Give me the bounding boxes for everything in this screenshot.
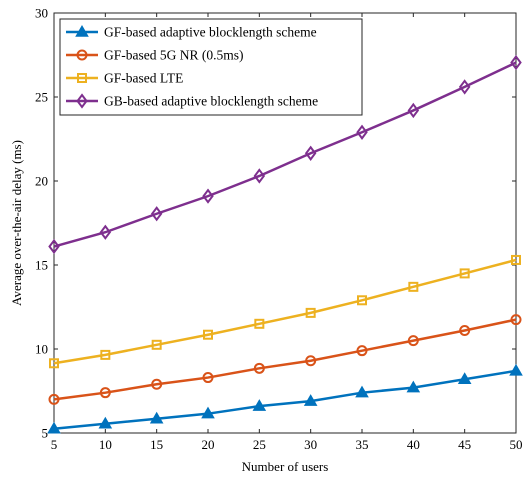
data-point [407, 102, 420, 119]
x-tick-label: 5 [51, 437, 58, 452]
y-axis-label: Average over-the-air delay (ms) [9, 140, 24, 306]
data-point [49, 358, 59, 369]
data-point [151, 378, 163, 390]
data-point [47, 421, 61, 434]
x-tick-label: 10 [99, 437, 112, 452]
y-tick-label: 20 [35, 174, 48, 189]
x-tick-label: 15 [150, 437, 163, 452]
legend-marker [75, 25, 89, 37]
legend-marker [77, 73, 87, 83]
data-point [98, 416, 113, 429]
y-tick-label: 25 [35, 90, 48, 105]
data-point [408, 281, 419, 292]
legend: GF-based adaptive blocklength scheme GF-b… [59, 18, 363, 116]
legend-label: GF-based adaptive blocklength scheme [104, 25, 317, 40]
data-point [303, 394, 318, 406]
series-lines [53, 61, 517, 431]
data-point [304, 145, 317, 161]
data-point [509, 363, 523, 376]
legend-label: GF-based 5G NR (0.5ms) [104, 48, 244, 63]
series-line-1 [53, 369, 517, 431]
data-point [252, 399, 267, 411]
data-point [458, 79, 471, 95]
data-point [355, 385, 369, 398]
data-point [459, 325, 471, 337]
series-markers [47, 54, 523, 434]
data-point [407, 335, 419, 347]
data-point [149, 411, 164, 424]
series-line-2 [53, 318, 517, 401]
data-point [99, 224, 112, 240]
legend-marker [76, 49, 88, 61]
data-point [357, 295, 367, 306]
y-tick-label: 30 [35, 6, 48, 21]
legend-label: GF-based LTE [104, 71, 183, 86]
y-tick-label: 10 [35, 342, 48, 357]
data-point [150, 206, 163, 222]
data-point [201, 406, 215, 419]
axis-ticks: 5 10 15 20 25 30 35 40 45 50 5 10 15 20 25 30 [35, 6, 523, 453]
data-point [253, 362, 265, 374]
legend-box [59, 18, 363, 116]
y-tick-label: 15 [35, 258, 48, 273]
x-tick-label: 25 [253, 437, 266, 452]
legend-label: GB-based adaptive blocklength scheme [104, 94, 318, 109]
x-tick-label: 40 [407, 437, 420, 452]
data-point [406, 380, 421, 393]
data-point [254, 318, 265, 329]
data-point [48, 238, 60, 255]
data-point [48, 393, 60, 405]
y-tick-label: 5 [42, 426, 49, 441]
data-point [510, 314, 522, 326]
x-tick-label: 20 [202, 437, 215, 452]
x-axis-label: Number of users [242, 459, 329, 474]
data-point [510, 54, 522, 71]
x-tick-label: 30 [304, 437, 317, 452]
x-tick-label: 50 [510, 437, 523, 452]
data-point [459, 268, 470, 279]
data-point [151, 339, 162, 350]
data-point [305, 355, 317, 367]
data-point [356, 345, 368, 357]
data-point [202, 372, 214, 384]
series-line-3 [53, 258, 517, 365]
data-point [100, 349, 111, 360]
data-point [202, 188, 214, 204]
data-point [457, 372, 472, 384]
data-point [203, 329, 213, 340]
data-point [305, 307, 316, 318]
data-point [253, 168, 266, 184]
x-tick-label: 45 [458, 437, 471, 452]
legend-marker [76, 93, 88, 109]
series-line-4 [53, 61, 517, 248]
data-point [99, 387, 111, 399]
x-tick-label: 35 [356, 437, 369, 452]
data-point [511, 254, 521, 265]
data-point [356, 124, 368, 140]
